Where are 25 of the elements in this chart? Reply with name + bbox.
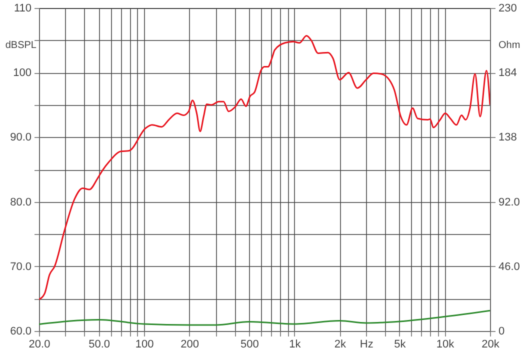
y2-tick-label: 46.0	[498, 260, 520, 273]
y-tick-label: 110	[14, 2, 32, 14]
y-tick-label: 70.0	[10, 260, 32, 273]
y-tick-label: 100	[13, 67, 32, 80]
x-tick-label: 20k	[482, 338, 500, 350]
x-tick-label: 1k	[289, 338, 302, 350]
x-tick-label: 20.0	[28, 338, 50, 350]
y-tick-label: 60.0	[10, 326, 32, 338]
y-tick-label: 80.0	[10, 196, 32, 208]
y2-tick-label: 230	[498, 2, 517, 14]
y2-tick-label: 92.0	[498, 196, 520, 208]
x-tick-label: Hz	[360, 338, 374, 350]
x-tick-label: 200	[180, 338, 200, 350]
x-tick-label: 50.0	[88, 338, 110, 350]
x-tick-label: 100	[135, 338, 154, 350]
x-tick-label: 2k	[334, 338, 346, 350]
x-tick-label: 10k	[436, 338, 455, 350]
y2-tick-label: 138	[498, 132, 517, 144]
y-axis-title: dBSPL	[5, 40, 37, 51]
y2-axis-title: Ohm	[498, 40, 520, 51]
y2-tick-label: 0	[498, 326, 505, 338]
y-tick-label: 90.0	[10, 132, 32, 144]
y2-tick-label: 184	[498, 67, 517, 80]
x-tick-label: 500	[240, 338, 259, 350]
x-tick-label: 5k	[394, 338, 406, 350]
